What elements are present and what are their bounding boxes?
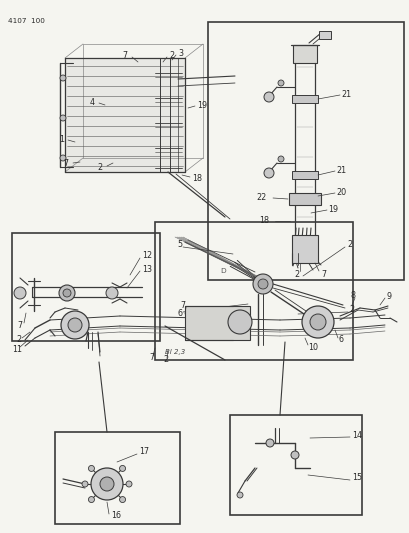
Bar [291, 95, 317, 103]
Circle shape [63, 289, 71, 297]
Circle shape [68, 318, 82, 332]
Circle shape [119, 465, 125, 472]
Text: 2: 2 [169, 51, 174, 60]
Circle shape [88, 465, 94, 472]
Bar [55, 432, 180, 524]
Bar [288, 193, 320, 205]
Circle shape [290, 451, 298, 459]
Circle shape [60, 115, 66, 121]
Text: 2: 2 [348, 305, 353, 314]
Text: 15: 15 [351, 473, 361, 482]
Text: 8: 8 [350, 290, 355, 300]
Bar [155, 222, 352, 360]
Text: 5: 5 [177, 239, 182, 248]
Text: 9: 9 [386, 292, 391, 301]
Text: 7: 7 [64, 158, 69, 167]
Text: 7: 7 [123, 51, 128, 60]
Bar [256, 278, 268, 290]
Text: 21: 21 [340, 90, 350, 99]
Text: 22: 22 [256, 192, 266, 201]
Circle shape [301, 306, 333, 338]
Text: 2: 2 [98, 163, 103, 172]
Circle shape [126, 481, 132, 487]
Bar [318, 31, 330, 39]
Text: 21: 21 [335, 166, 345, 174]
Text: 6: 6 [338, 335, 343, 344]
Circle shape [265, 439, 273, 447]
Text: 2: 2 [346, 239, 351, 248]
Text: Bl 2,3: Bl 2,3 [164, 349, 185, 355]
Text: 17: 17 [139, 448, 149, 456]
Circle shape [106, 287, 118, 299]
Text: 2: 2 [163, 356, 168, 365]
Circle shape [252, 274, 272, 294]
Text: 7: 7 [320, 270, 325, 279]
Circle shape [257, 279, 267, 289]
Bar [207, 22, 403, 280]
Text: 4107  100: 4107 100 [8, 18, 45, 24]
Circle shape [277, 80, 283, 86]
Text: 1: 1 [59, 134, 64, 143]
Text: 13: 13 [142, 264, 152, 273]
Bar [291, 171, 317, 179]
Text: 3: 3 [178, 49, 182, 58]
Text: 11: 11 [12, 344, 22, 353]
Circle shape [61, 311, 89, 339]
Circle shape [60, 75, 66, 81]
Circle shape [263, 92, 273, 102]
Bar [184, 306, 249, 340]
Circle shape [100, 477, 114, 491]
Circle shape [59, 285, 75, 301]
Text: 16: 16 [111, 512, 121, 521]
Circle shape [119, 497, 125, 503]
Circle shape [277, 156, 283, 162]
Bar [291, 235, 317, 263]
Bar [229, 415, 361, 515]
Circle shape [227, 310, 252, 334]
Circle shape [91, 468, 123, 500]
Circle shape [309, 314, 325, 330]
Circle shape [82, 481, 88, 487]
Text: 6: 6 [178, 310, 182, 319]
Text: 7: 7 [149, 353, 154, 362]
Text: 14: 14 [351, 431, 361, 440]
Text: 2: 2 [16, 335, 22, 343]
Text: 7: 7 [180, 301, 185, 310]
Text: 19: 19 [327, 205, 337, 214]
Circle shape [236, 492, 243, 498]
Text: 12: 12 [142, 251, 152, 260]
Polygon shape [65, 58, 184, 172]
Circle shape [60, 155, 66, 161]
Text: 20: 20 [335, 188, 345, 197]
Text: 2: 2 [294, 270, 299, 279]
Text: 7: 7 [18, 320, 22, 329]
Circle shape [263, 168, 273, 178]
Text: 19: 19 [196, 101, 207, 109]
Bar [12, 233, 160, 341]
Text: D: D [220, 268, 225, 274]
Text: 18: 18 [258, 215, 268, 224]
Text: 4: 4 [90, 98, 95, 107]
Circle shape [14, 287, 26, 299]
Circle shape [88, 497, 94, 503]
Text: 10: 10 [307, 343, 317, 351]
Bar [292, 45, 316, 63]
Text: 18: 18 [191, 174, 202, 182]
